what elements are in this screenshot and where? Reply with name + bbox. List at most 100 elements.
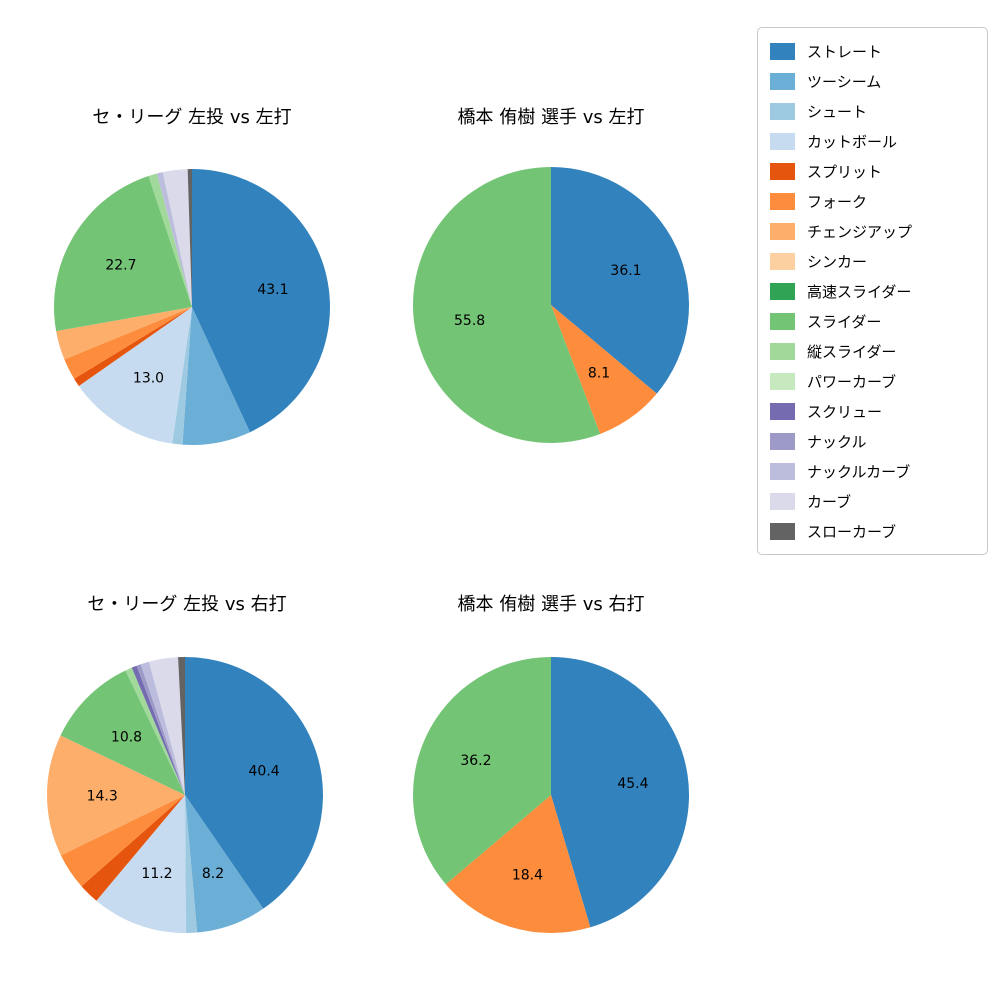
legend-item-label: スライダー: [807, 312, 882, 331]
legend-item: スクリュー: [758, 396, 987, 426]
legend-color-swatch: [770, 252, 795, 270]
pie-value-label: 55.8: [454, 313, 485, 329]
legend-item: シンカー: [758, 246, 987, 276]
pie-slice: [178, 657, 185, 795]
chart-title-league-vs-right: セ・リーグ 左投 vs 右打: [87, 594, 287, 615]
legend-color-swatch: [770, 492, 795, 510]
pie-value-label: 10.8: [111, 730, 142, 746]
legend-item: スローカーブ: [758, 516, 987, 546]
legend-color-swatch: [770, 132, 795, 150]
legend-item-label: シンカー: [807, 252, 868, 271]
legend-item: ツーシーム: [758, 66, 987, 96]
legend-item: 高速スライダー: [758, 276, 987, 306]
pie-value-label: 8.2: [202, 866, 224, 882]
legend-item: 縦スライダー: [758, 336, 987, 366]
pie-slice: [60, 670, 185, 795]
pie-slice: [413, 657, 551, 885]
chart-title-player-vs-left: 橋本 侑樹 選手 vs 左打: [457, 107, 645, 128]
pie-chart-league-vs-right: 40.4 8.2 11.2 14.3 10.8: [47, 657, 324, 934]
legend-item-label: 縦スライダー: [807, 342, 897, 361]
legend-color-swatch: [770, 462, 795, 480]
legend-item-label: 高速スライダー: [807, 282, 912, 301]
pie-value-label: 11.2: [141, 866, 172, 882]
pie-slice: [140, 661, 185, 795]
pie-slice: [78, 307, 192, 444]
pie-slice: [551, 657, 690, 928]
pie-slice: [74, 307, 192, 386]
legend-color-swatch: [770, 42, 795, 60]
legend-item-label: カーブ: [807, 492, 852, 511]
pie-slice: [148, 173, 192, 307]
legend-item: ナックル: [758, 426, 987, 456]
pie-value-label: 45.4: [617, 776, 648, 792]
pie-slice: [149, 657, 185, 795]
legend-color-swatch: [770, 342, 795, 360]
legend-color-swatch: [770, 522, 795, 540]
pie-slice: [185, 795, 264, 933]
pie-chart-league-vs-left: 43.1 13.0 22.7: [53, 169, 330, 445]
pie-slice: [156, 172, 192, 307]
pie-value-label: 40.4: [249, 763, 280, 779]
legend-item-label: ナックル: [807, 432, 867, 451]
legend-item-label: スローカーブ: [807, 522, 897, 541]
pie-slice: [182, 307, 250, 445]
legend-item: パワーカーブ: [758, 366, 987, 396]
pie-slice: [96, 795, 186, 934]
legend-item-label: カットボール: [807, 132, 898, 151]
legend-item: シュート: [758, 96, 987, 126]
pie-slice: [192, 169, 330, 433]
pie-value-label: 8.1: [588, 365, 610, 381]
pie-slice: [64, 307, 192, 379]
legend-item: スライダー: [758, 306, 987, 336]
legend-items: ストレートツーシームシュートカットボールスプリットフォークチェンジアップシンカー…: [758, 36, 987, 546]
pie-chart-player-vs-right: 45.4 18.4 36.2: [413, 657, 690, 934]
pie-slice: [172, 307, 192, 445]
pie-value-label: 13.0: [133, 371, 164, 387]
legend-item-label: フォーク: [807, 192, 868, 211]
pie-slice: [60, 795, 185, 887]
pie-value-label: 43.1: [257, 282, 288, 298]
pie-slice: [413, 167, 601, 443]
pie-value-label: 36.1: [610, 263, 641, 279]
pie-slice: [81, 795, 185, 901]
pie-slice: [185, 657, 324, 909]
legend-color-swatch: [770, 402, 795, 420]
pie-slice: [125, 667, 185, 795]
pie-slice: [551, 305, 657, 434]
pie-slice: [56, 307, 192, 360]
legend-item-label: ツーシーム: [807, 72, 882, 91]
pie-slice: [187, 169, 192, 307]
legend-color-swatch: [770, 102, 795, 120]
pie-value-label: 22.7: [105, 258, 136, 274]
legend-color-swatch: [770, 162, 795, 180]
pie-slice: [47, 735, 185, 856]
pie-value-label: 36.2: [460, 753, 491, 769]
pie-slice: [53, 176, 192, 332]
pie-slice: [136, 664, 185, 795]
pie-slice: [162, 169, 192, 307]
legend-item: スプリット: [758, 156, 987, 186]
legend-item-label: ナックルカーブ: [807, 462, 911, 481]
pie-slice: [185, 795, 198, 933]
legend-item: カットボール: [758, 126, 987, 156]
legend-color-swatch: [770, 222, 795, 240]
pie-chart-player-vs-left: 36.1 8.1 55.8: [413, 167, 690, 443]
pie-value-label: 14.3: [87, 788, 118, 804]
legend-color-swatch: [770, 72, 795, 90]
legend: ストレートツーシームシュートカットボールスプリットフォークチェンジアップシンカー…: [757, 27, 988, 555]
pie-value-label: 18.4: [512, 867, 543, 883]
chart-title-player-vs-right: 橋本 侑樹 選手 vs 右打: [457, 594, 645, 615]
legend-color-swatch: [770, 282, 795, 300]
legend-item-label: ストレート: [807, 42, 883, 61]
legend-color-swatch: [770, 432, 795, 450]
legend-item: フォーク: [758, 186, 987, 216]
chart-title-league-vs-left: セ・リーグ 左投 vs 左打: [92, 107, 292, 128]
legend-color-swatch: [770, 192, 795, 210]
legend-item-label: スクリュー: [807, 402, 883, 421]
legend-color-swatch: [770, 312, 795, 330]
legend-item: チェンジアップ: [758, 216, 987, 246]
legend-item: カーブ: [758, 486, 987, 516]
legend-item: ナックルカーブ: [758, 456, 987, 486]
pie-slice: [551, 167, 690, 394]
